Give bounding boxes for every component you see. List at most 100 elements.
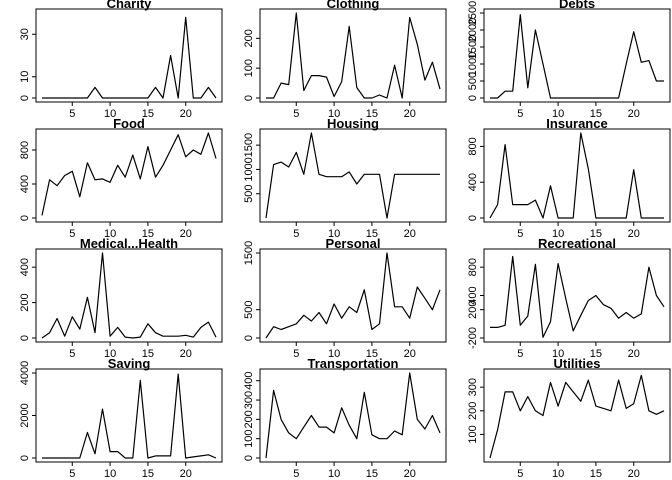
x-tick-label: 15 — [366, 228, 378, 240]
x-tick-label: 10 — [104, 468, 116, 480]
series-line — [265, 132, 440, 219]
panel-title: Transportation — [307, 356, 398, 371]
x-tick-label: 15 — [142, 348, 154, 360]
x-tick-label: 15 — [590, 468, 602, 480]
x-tick-label: 15 — [142, 468, 154, 480]
x-tick-label: 20 — [180, 228, 192, 240]
y-tick-label: 0 — [467, 95, 479, 101]
x-tick-label: 10 — [328, 228, 340, 240]
y-tick-label: 30 — [19, 28, 31, 40]
x-tick-label: 10 — [328, 108, 340, 120]
y-tick-label: 300 — [243, 391, 255, 409]
x-tick-label: 15 — [590, 108, 602, 120]
y-tick-label: 0 — [243, 335, 255, 341]
x-tick-label: 10 — [328, 468, 340, 480]
x-tick-label: 10 — [552, 468, 564, 480]
x-tick-label: 5 — [517, 108, 523, 120]
x-tick-label: 15 — [590, 228, 602, 240]
plot-frame — [259, 8, 447, 103]
panel-insurance: Insurance 5 10 15 20 0 400 800 — [467, 116, 671, 240]
panel-title: Personal — [326, 236, 381, 251]
y-tick-label: 1500 — [467, 35, 479, 59]
x-tick-label: 20 — [404, 348, 416, 360]
x-tick-label: 15 — [590, 348, 602, 360]
x-tick-label: 10 — [552, 348, 564, 360]
plot-frame — [483, 128, 671, 223]
x-tick-label: 5 — [293, 228, 299, 240]
plot-frame — [35, 128, 223, 223]
y-tick-label: 500 — [467, 72, 479, 90]
panel-personal: Personal 5 10 15 20 0 500 1500 — [243, 236, 447, 360]
x-tick-label: 15 — [366, 348, 378, 360]
y-tick-label: 500 — [243, 185, 255, 203]
x-tick-label: 10 — [104, 348, 116, 360]
panel-title: Food — [113, 116, 145, 131]
x-tick-label: 20 — [628, 348, 640, 360]
y-tick-label: 200 — [467, 402, 479, 420]
x-tick-label: 5 — [517, 348, 523, 360]
x-tick-label: 5 — [293, 468, 299, 480]
panel-title: Housing — [327, 116, 379, 131]
y-tick-label: 800 — [19, 141, 31, 159]
y-tick-label: 300 — [467, 378, 479, 396]
x-tick-label: 5 — [293, 108, 299, 120]
y-tick-label: 0 — [243, 455, 255, 461]
x-tick-label: 10 — [552, 108, 564, 120]
y-tick-label: 2500 — [467, 1, 479, 25]
x-tick-label: 10 — [552, 228, 564, 240]
y-tick-label: 200 — [243, 29, 255, 47]
series-line — [490, 255, 665, 338]
series-line — [42, 16, 217, 99]
y-tick-label: 0 — [19, 215, 31, 221]
x-tick-label: 20 — [404, 228, 416, 240]
y-tick-label: 1000 — [467, 52, 479, 76]
x-tick-label: 5 — [69, 348, 75, 360]
plot-frame — [35, 368, 223, 463]
x-tick-label: 20 — [404, 108, 416, 120]
series-line — [41, 252, 217, 339]
panel-title: Insurance — [546, 116, 607, 131]
y-tick-label: 100 — [467, 425, 479, 443]
series-line — [41, 132, 217, 216]
y-tick-label: 0 — [467, 215, 479, 221]
series-line — [490, 14, 664, 99]
y-tick-label: 400 — [243, 372, 255, 390]
y-tick-label: 10 — [19, 71, 31, 83]
panel-charity: Charity 5 10 15 20 0 10 30 — [19, 0, 223, 120]
y-tick-label: 400 — [19, 175, 31, 193]
x-tick-label: 10 — [328, 348, 340, 360]
y-tick-label: 2000 — [19, 403, 31, 427]
plot-frame — [483, 8, 671, 103]
x-tick-label: 10 — [104, 108, 116, 120]
y-tick-label: 1000 — [243, 157, 255, 181]
panel-title: Medical...Health — [80, 236, 178, 251]
x-tick-label: 5 — [293, 348, 299, 360]
plot-frame — [35, 8, 223, 103]
x-tick-label: 20 — [404, 468, 416, 480]
plot-frame — [35, 248, 223, 343]
plot-frame — [259, 128, 447, 223]
series-line — [265, 372, 441, 459]
plot-frame — [259, 248, 447, 343]
y-tick-label: -200 — [467, 327, 479, 349]
x-tick-label: 15 — [142, 108, 154, 120]
y-tick-label: 100 — [243, 59, 255, 77]
plot-frame — [483, 368, 671, 463]
x-tick-label: 10 — [104, 228, 116, 240]
x-tick-label: 15 — [366, 108, 378, 120]
y-tick-label: 0 — [243, 95, 255, 101]
y-tick-label: 800 — [467, 258, 479, 276]
x-tick-label: 20 — [628, 228, 640, 240]
panel-title: Debts — [559, 0, 595, 11]
y-tick-label: 400 — [467, 173, 479, 191]
y-tick-label: 100 — [243, 430, 255, 448]
panel-food: Food 5 10 15 20 0 400 800 — [19, 116, 223, 240]
y-tick-label: 500 — [243, 300, 255, 318]
y-tick-label: 200 — [19, 293, 31, 311]
panel-utilities: Utilities 5 10 15 20 100 200 300 — [467, 356, 671, 480]
panel-title: Saving — [108, 356, 151, 371]
y-tick-label: 1500 — [243, 133, 255, 157]
